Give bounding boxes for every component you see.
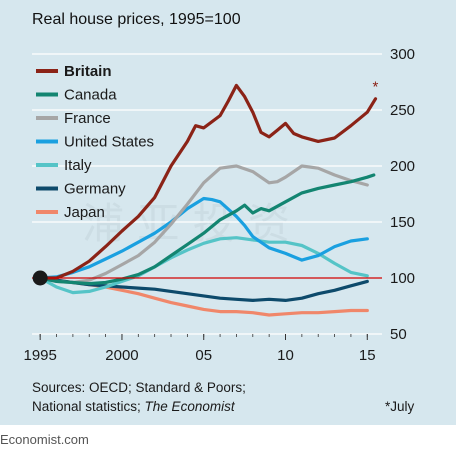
legend-label: Japan [64, 204, 105, 221]
sources-line-2-text: National statistics; [32, 399, 145, 414]
series-line-britain [38, 83, 378, 280]
series-line-italy [38, 236, 369, 295]
legend-label: France [64, 110, 111, 127]
series-line-france [38, 164, 369, 285]
annotation-asterisk: * [372, 79, 378, 96]
legend-label: Germany [64, 181, 126, 198]
chart-title: Real house prices, 1995=100 [32, 11, 241, 28]
series-line-canada [38, 173, 376, 286]
sources-line-2-italic: The Economist [145, 399, 236, 414]
y-tick-label: 300 [390, 46, 415, 63]
x-tick-label: 1995 [23, 347, 56, 364]
series-line-germany [38, 276, 369, 302]
y-tick-label: 100 [390, 270, 415, 287]
start-marker [32, 270, 48, 286]
y-tick-label: 250 [390, 102, 415, 119]
x-tick-label: 10 [277, 347, 294, 364]
legend-label: Britain [64, 63, 112, 80]
y-tick-label: 200 [390, 158, 415, 175]
footnote: *July [385, 399, 415, 414]
y-tick-label: 50 [390, 326, 407, 343]
legend-label: Canada [64, 87, 117, 104]
x-tick-label: 15 [359, 347, 376, 364]
series-line-united-states [38, 196, 369, 280]
legend-label: Italy [64, 157, 92, 174]
y-tick-label: 150 [390, 214, 415, 231]
x-tick-label: 2000 [105, 347, 138, 364]
legend-label: United States [64, 134, 154, 151]
sources-line-2: National statistics; The Economist [32, 399, 236, 414]
x-tick-label: 05 [195, 347, 212, 364]
sources-line-1: Sources: OECD; Standard & Poors; [32, 380, 246, 395]
